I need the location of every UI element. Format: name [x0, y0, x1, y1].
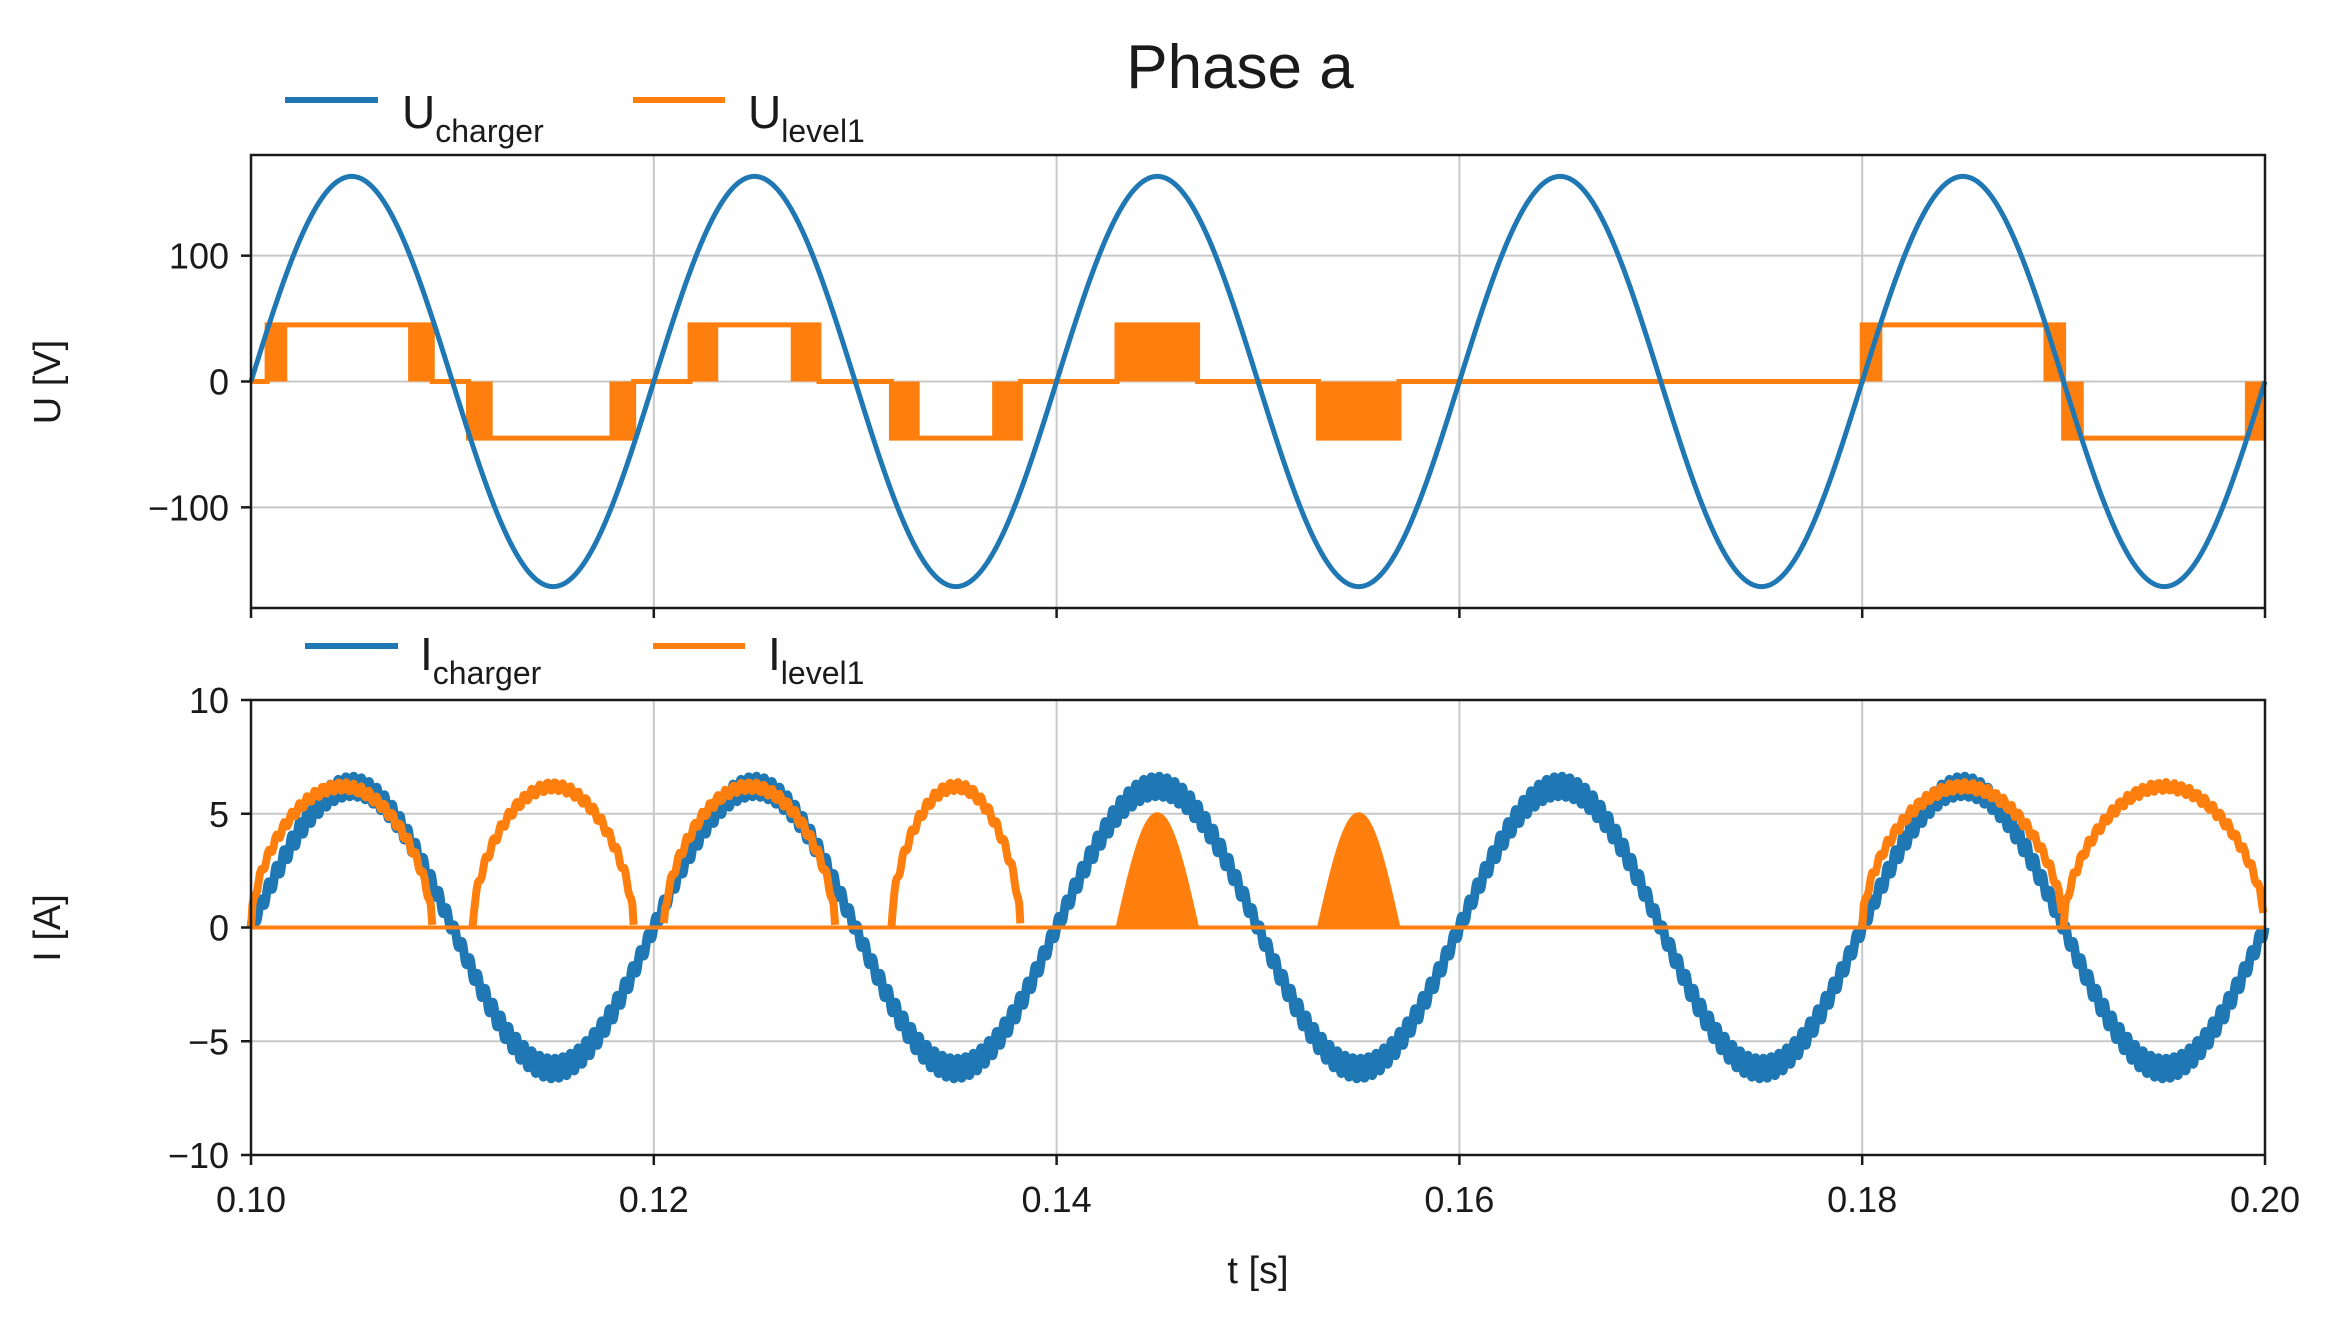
u-level1-pwm-block	[790, 324, 819, 382]
u-level1-line	[251, 322, 2265, 441]
u-level1-pwm-block	[1318, 381, 1399, 439]
legend-main-u-charger: U	[402, 86, 435, 138]
x-tick-label: 0.12	[619, 1179, 689, 1220]
bottom-legend: Icharger Ilevel1	[305, 628, 864, 691]
legend-label-u-level1: Ulevel1	[748, 86, 865, 149]
legend-sub-i-level1: level1	[781, 655, 865, 691]
legend-label-i-level1: Ilevel1	[768, 628, 864, 691]
legend-main-u-level1: U	[748, 86, 781, 138]
voltage-y-label: U [V]	[27, 340, 69, 424]
chart-title: Phase a	[1126, 33, 1354, 102]
x-tick-label: 0.14	[1022, 1179, 1092, 1220]
current-y-tick-label: 10	[189, 680, 229, 721]
current-y-tick-label: −5	[188, 1021, 229, 1062]
i-level1-pulse	[468, 778, 638, 928]
legend-label-i-charger: Icharger	[420, 628, 542, 691]
u-level1-pwm-block	[468, 381, 493, 439]
x-tick-label: 0.18	[1827, 1179, 1897, 1220]
i-level1-pulse	[2059, 778, 2268, 928]
u-charger-line	[248, 173, 2268, 590]
x-tick-label: 0.16	[1424, 1179, 1494, 1220]
i-level1-pulse	[1858, 778, 2066, 928]
i-level1-pulse	[887, 778, 1025, 928]
legend-label-u-charger: Ucharger	[402, 86, 544, 149]
i-level1-pwm-pulse	[1115, 812, 1200, 929]
i-level1-pulse	[659, 778, 840, 926]
x-tick-label: 0.20	[2230, 1179, 2300, 1220]
legend-sub-u-level1: level1	[781, 113, 865, 149]
voltage-axes: 100 0 −100 U [V]	[27, 153, 2268, 618]
u-level1-pwm-block	[690, 324, 719, 382]
u-level1-pwm-block	[992, 381, 1021, 439]
voltage-series	[248, 173, 2268, 590]
u-level1-pwm-block	[1117, 324, 1198, 382]
current-y-tick-label: 5	[209, 794, 229, 835]
current-series	[246, 771, 2270, 1084]
voltage-y-tick-label: 0	[209, 362, 229, 403]
u-level1-pwm-block	[609, 381, 634, 439]
u-level1-pwm-block	[267, 324, 288, 382]
voltage-y-tick-label: −100	[148, 487, 229, 528]
current-y-tick-label: −10	[168, 1135, 229, 1176]
u-level1-pwm-block	[891, 381, 920, 439]
voltage-ticks: 100 0 −100	[148, 236, 2267, 618]
series-i-level1	[247, 778, 2268, 930]
legend-main-i-level1: I	[768, 628, 781, 680]
current-ticks: 0.10 0.12 0.14 0.16 0.18 0.20 10 5 0 −5 −10	[168, 680, 2300, 1220]
top-legend: Ucharger Ulevel1	[285, 86, 865, 149]
time-x-label: t [s]	[1227, 1250, 1288, 1292]
legend-main-i-charger: I	[420, 628, 433, 680]
current-y-tick-label: 0	[209, 908, 229, 949]
voltage-y-tick-label: 100	[169, 236, 229, 277]
legend-sub-u-charger: charger	[435, 113, 544, 149]
legend-sub-i-charger: charger	[433, 655, 542, 691]
i-level1-pwm-pulse	[1316, 812, 1401, 929]
u-level1-pwm-block	[408, 324, 433, 382]
i-level1-pulse	[247, 778, 437, 928]
x-tick-label: 0.10	[216, 1179, 286, 1220]
current-y-label: I [A]	[27, 894, 69, 962]
